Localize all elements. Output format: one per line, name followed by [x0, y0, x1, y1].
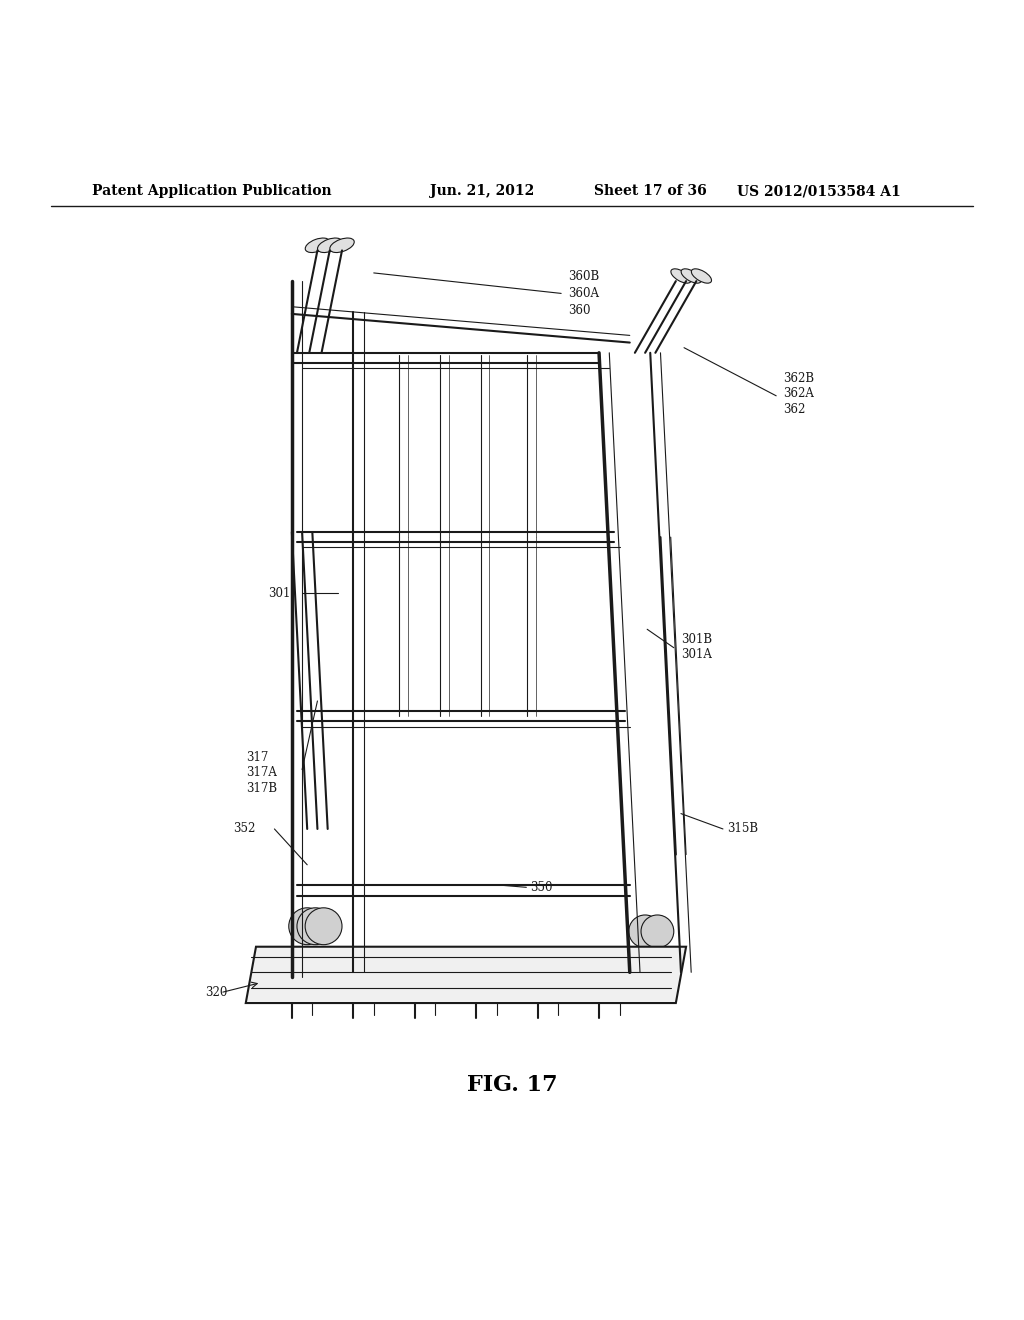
- Text: FIG. 17: FIG. 17: [467, 1074, 557, 1096]
- Circle shape: [297, 908, 334, 945]
- Text: 301A: 301A: [681, 648, 712, 661]
- Text: 350: 350: [530, 880, 553, 894]
- Text: 360B: 360B: [568, 269, 600, 282]
- Text: Sheet 17 of 36: Sheet 17 of 36: [594, 183, 707, 198]
- Text: Jun. 21, 2012: Jun. 21, 2012: [430, 183, 535, 198]
- Ellipse shape: [330, 238, 354, 252]
- Ellipse shape: [671, 269, 691, 284]
- Text: 362B: 362B: [783, 372, 814, 385]
- Text: 320: 320: [205, 986, 227, 999]
- Circle shape: [629, 915, 662, 948]
- Text: 317B: 317B: [246, 781, 276, 795]
- Text: 362A: 362A: [783, 387, 814, 400]
- Circle shape: [289, 908, 326, 945]
- Ellipse shape: [691, 269, 712, 284]
- Text: 301B: 301B: [681, 634, 712, 645]
- Text: 315B: 315B: [727, 822, 758, 836]
- Text: 317A: 317A: [246, 766, 276, 779]
- Circle shape: [305, 908, 342, 945]
- Ellipse shape: [681, 269, 701, 284]
- Text: 352: 352: [233, 822, 256, 836]
- Text: US 2012/0153584 A1: US 2012/0153584 A1: [737, 183, 901, 198]
- Ellipse shape: [305, 238, 330, 252]
- Polygon shape: [246, 946, 686, 1003]
- Ellipse shape: [317, 238, 342, 252]
- Text: 360A: 360A: [568, 286, 599, 300]
- Text: 317: 317: [246, 751, 268, 764]
- Circle shape: [641, 915, 674, 948]
- Text: 360: 360: [568, 305, 591, 317]
- Text: 362: 362: [783, 403, 806, 416]
- Text: Patent Application Publication: Patent Application Publication: [92, 183, 332, 198]
- Text: 301: 301: [268, 587, 291, 599]
